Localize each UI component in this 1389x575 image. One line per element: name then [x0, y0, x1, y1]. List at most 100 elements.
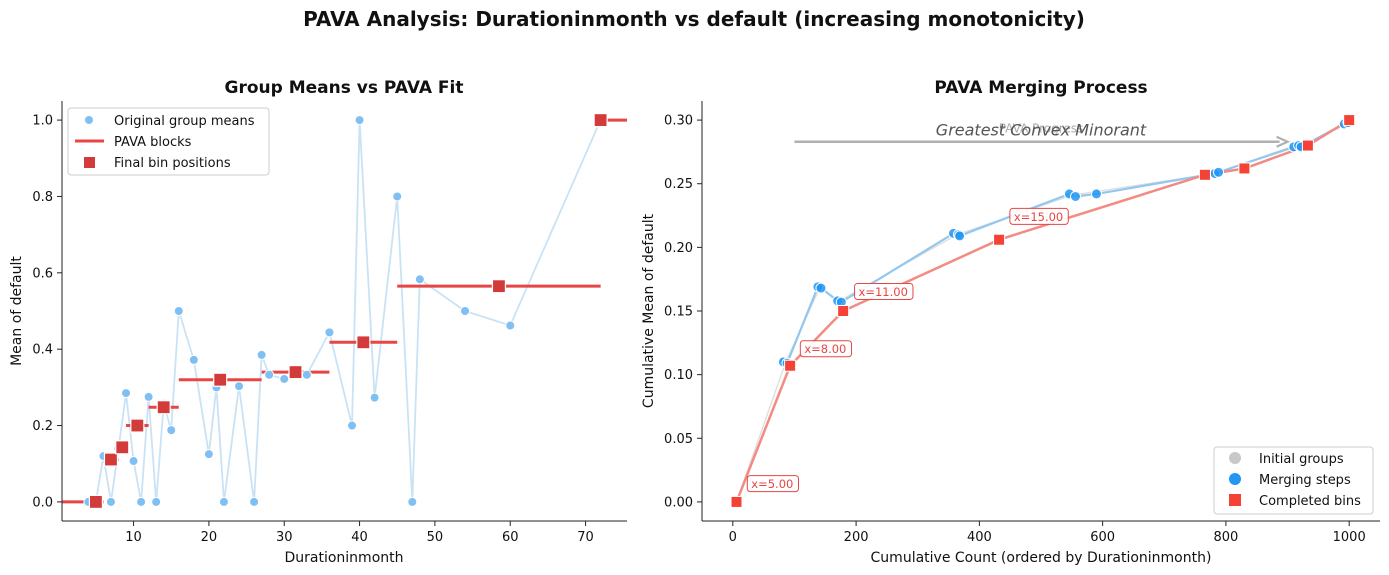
right-x-tick-label: 0	[729, 530, 737, 545]
left-x-tick-label: 60	[502, 530, 519, 545]
initial-groups-line	[735, 123, 1349, 503]
original-mean-point	[203, 449, 214, 460]
right-y-tick-label: 0.15	[664, 305, 693, 320]
final-bin-marker	[88, 494, 104, 510]
completed-bin-marker	[1301, 139, 1314, 152]
final-bin-marker	[356, 335, 371, 350]
left-legend-box	[67, 107, 270, 176]
original-mean-point	[392, 191, 403, 202]
original-mean-point	[301, 369, 312, 380]
final-bin-marker	[130, 418, 145, 433]
original-mean-point	[218, 496, 229, 507]
left-y-tick-label: 0.6	[32, 266, 53, 281]
left-y-tick-label: 0.4	[32, 343, 53, 358]
original-mean-point	[143, 391, 154, 402]
final-bin-marker	[103, 452, 119, 467]
original-means-line	[88, 119, 602, 503]
right-y-tick-label: 0.30	[664, 114, 693, 129]
merging-step-point	[954, 230, 966, 242]
left-ticks: 10 20 30 40 50 60 70 0.0 0.2 0.4 0.6 0.8 1.0	[32, 114, 594, 545]
original-mean-point	[173, 306, 184, 316]
right-x-axis-label: Cumulative Count (ordered by Durationinm…	[871, 550, 1212, 566]
left-y-tick-label: 0.0	[32, 495, 53, 510]
original-mean-point	[414, 274, 425, 285]
left-x-axis-label: Durationinmonth	[284, 550, 403, 566]
bin-value-label: x=11.00	[859, 285, 908, 299]
right-y-tick-label: 0.10	[664, 368, 693, 383]
legend-initial-marker	[1229, 452, 1241, 464]
bin-value-label: x=15.00	[1014, 210, 1063, 224]
merging-steps-line	[783, 121, 1349, 365]
right-x-tick-label: 600	[1090, 530, 1115, 545]
right-y-axis-label: Cumulative Mean of default	[641, 213, 657, 408]
bin-value-label: x=5.00	[751, 477, 793, 491]
legend-completed-marker	[1229, 494, 1241, 506]
legend-pava-label: PAVA blocks	[114, 135, 192, 150]
left-y-tick-label: 1.0	[32, 114, 53, 129]
original-mean-point	[354, 115, 365, 126]
original-mean-point	[136, 496, 147, 507]
left-y-tick-label: 0.2	[32, 419, 53, 434]
right-chart: PAVA Merging Process Cumulative Count (o…	[641, 78, 1380, 566]
merging-step-point	[1070, 190, 1082, 202]
final-bin-marker	[491, 279, 507, 294]
original-mean-point	[234, 381, 245, 392]
left-chart: Group Means vs PAVA Fit Durationinmonth …	[9, 78, 627, 566]
progress-arrow-caption: PAVA Progress	[999, 122, 1084, 136]
original-mean-point	[105, 496, 116, 507]
completed-bins-line	[735, 119, 1350, 503]
right-y-tick-label: 0.25	[664, 177, 693, 192]
original-mean-point	[324, 327, 335, 338]
completed-bin-marker	[1343, 114, 1356, 127]
final-bin-marker	[156, 400, 171, 415]
right-x-tick-label: 1000	[1333, 530, 1366, 545]
right-x-tick-label: 400	[967, 530, 992, 545]
left-y-axis-label: Mean of default	[9, 256, 25, 366]
legend-original-label: Original group means	[114, 114, 255, 129]
original-mean-point	[128, 456, 139, 467]
right-y-tick-label: 0.00	[664, 495, 693, 510]
final-bin-marker	[288, 364, 303, 380]
completed-bin-marker	[1238, 162, 1251, 175]
completed-bin-marker	[837, 305, 850, 317]
merging-step-point	[1213, 166, 1225, 178]
gcm-annotation: Greatest Convex Minorant	[936, 121, 1147, 140]
right-y-tick-label: 0.05	[664, 432, 693, 447]
right-x-tick-label: 800	[1213, 530, 1238, 545]
original-mean-point	[188, 354, 199, 365]
legend-initial-label: Initial groups	[1259, 452, 1344, 467]
original-mean-point	[347, 420, 358, 431]
legend-merge-label: Merging steps	[1259, 473, 1351, 488]
legend-original-marker	[84, 115, 94, 125]
bin-value-label-box	[799, 340, 853, 358]
bin-value-label-box	[854, 282, 914, 300]
original-mean-point	[249, 496, 260, 507]
left-x-tick-label: 30	[276, 530, 293, 545]
left-x-tick-label: 20	[201, 530, 218, 545]
left-x-tick-label: 50	[427, 530, 444, 545]
legend-bin-label: Final bin positions	[114, 156, 231, 171]
original-mean-point	[279, 373, 290, 384]
left-x-tick-label: 70	[577, 530, 594, 545]
right-ticks: 0 200 400 600 800 1000 0.00 0.05 0.10 0.15 0.20 0.2…	[664, 114, 1366, 545]
completed-bin-marker	[1198, 168, 1211, 181]
legend-merge-marker	[1229, 473, 1241, 485]
final-bin-marker	[593, 112, 608, 128]
completed-bin-marker	[730, 495, 743, 508]
original-mean-point	[166, 425, 177, 436]
legend-bin-marker	[84, 157, 95, 168]
right-x-tick-label: 200	[844, 530, 869, 545]
merging-step-point	[815, 282, 827, 294]
original-mean-point	[264, 369, 275, 380]
left-plot-area	[62, 112, 627, 510]
completed-bin-marker	[993, 233, 1006, 246]
progress-arrow-head	[1276, 135, 1291, 148]
original-mean-point	[121, 388, 132, 399]
right-y-tick-label: 0.20	[664, 241, 693, 256]
merging-step-point	[1090, 188, 1102, 200]
bin-value-label: x=8.00	[804, 342, 846, 356]
final-bin-marker	[213, 372, 228, 387]
